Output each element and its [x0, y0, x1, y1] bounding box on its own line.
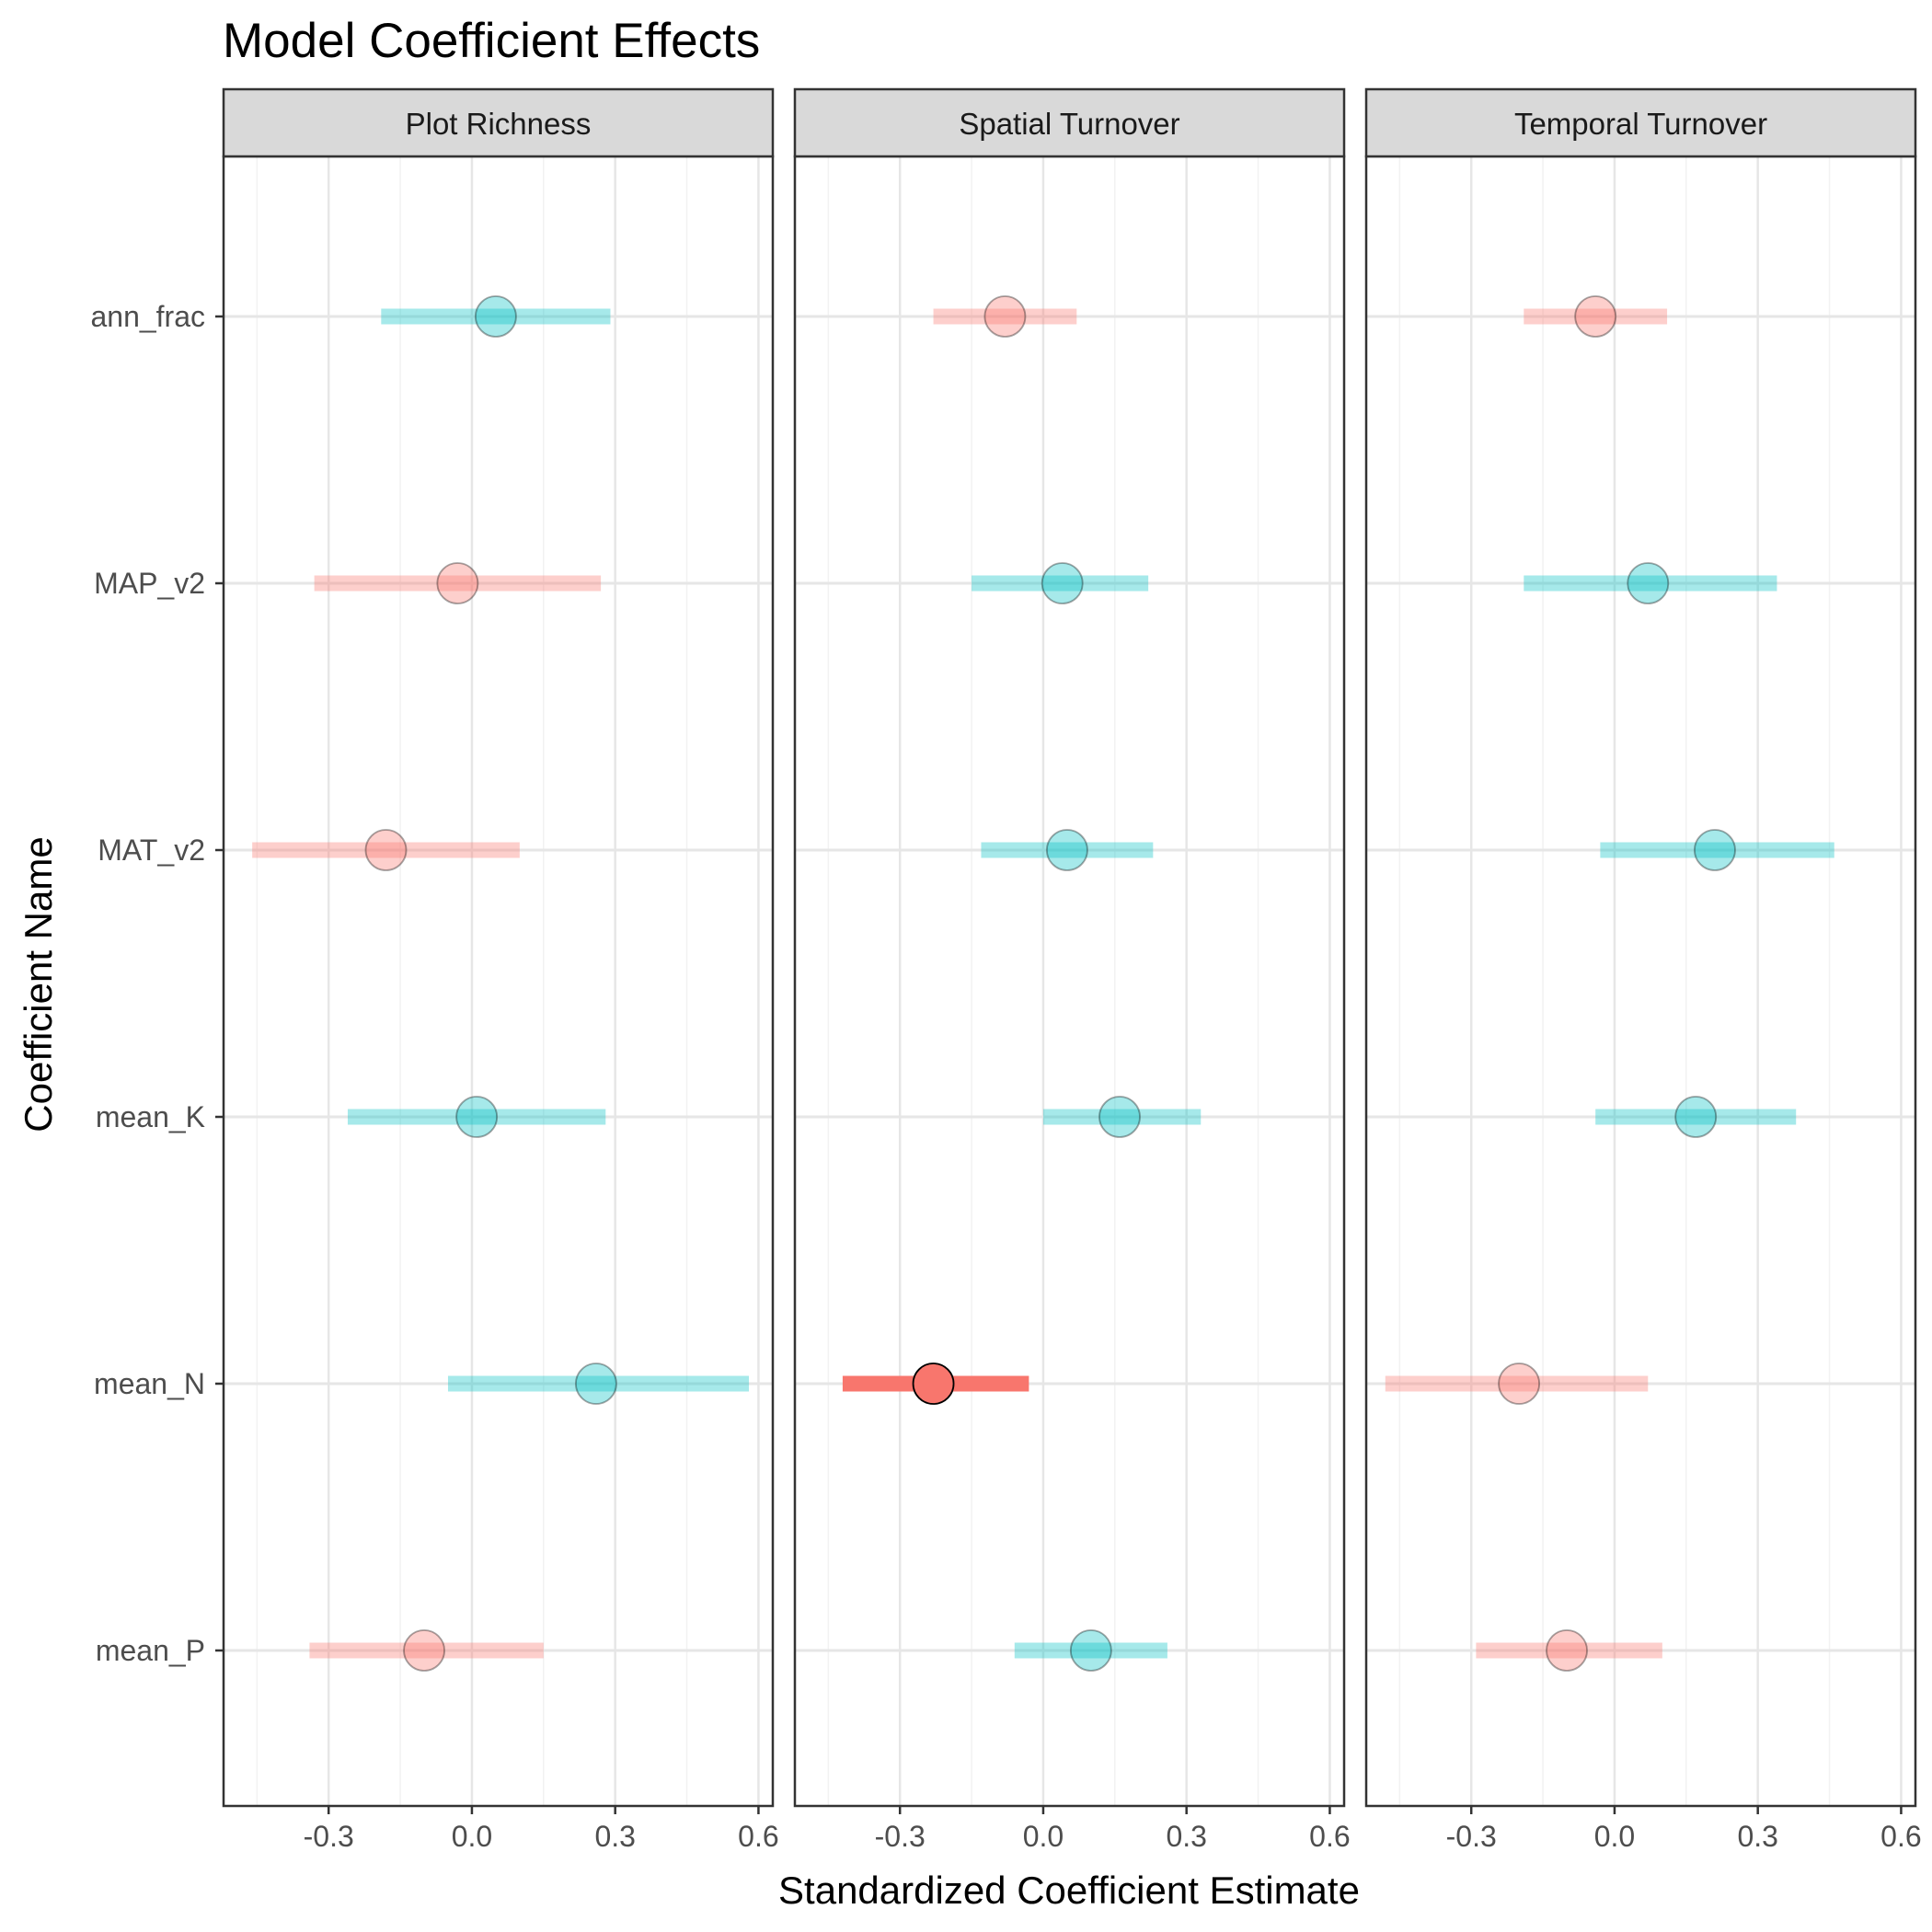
estimate-point-mean_P — [1546, 1629, 1588, 1672]
x-axis-title: Standardized Coefficient Estimate — [778, 1869, 1360, 1912]
facet-strip-label: Plot Richness — [406, 107, 592, 141]
estimate-point-mean_K — [1674, 1096, 1718, 1138]
x-tick-label: 0.3 — [1737, 1820, 1777, 1853]
panel-background — [1366, 156, 1915, 1806]
chart-title: Model Coefficient Effects — [223, 14, 760, 68]
y-tick-label-MAP_v2: MAP_v2 — [94, 567, 205, 600]
x-tick-label: -0.3 — [1446, 1820, 1497, 1853]
estimate-point-mean_P — [403, 1629, 445, 1672]
x-tick-label: 0.0 — [1023, 1820, 1064, 1853]
estimate-point-ann_frac — [1574, 295, 1617, 338]
facet-strip — [1364, 87, 1917, 158]
panel-spatial-turnover: Spatial Turnover -0.3 0.0 0.3 0.6 — [793, 87, 1351, 1853]
estimate-point-mean_K — [455, 1096, 499, 1138]
estimate-point-MAP_v2 — [436, 562, 479, 604]
estimate-point-mean_N — [912, 1363, 955, 1405]
panel-background — [795, 156, 1344, 1806]
estimate-point-MAP_v2 — [1041, 562, 1084, 604]
y-axis-title: Coefficient Name — [17, 836, 60, 1132]
y-tick-label-mean_P: mean_P — [96, 1634, 205, 1667]
x-tick-label: -0.3 — [875, 1820, 926, 1853]
y-axis: ann_frac MAP_v2 MAT_v2 mean_K mean_N mean_P — [90, 300, 224, 1667]
x-tick-label: 0.0 — [1594, 1820, 1635, 1853]
facet-strip-label: Spatial Turnover — [959, 107, 1179, 141]
y-tick-label-ann_frac: ann_frac — [90, 300, 205, 333]
estimate-point-mean_K — [1098, 1096, 1141, 1138]
panel-temporal-turnover: Temporal Turnover -0.3 0.0 0.3 0.6 — [1364, 87, 1922, 1853]
facet-strip-label: Temporal Turnover — [1514, 107, 1767, 141]
estimate-point-MAP_v2 — [1627, 562, 1670, 604]
y-tick-label-mean_K: mean_K — [96, 1100, 205, 1133]
facet-strip — [222, 87, 775, 158]
estimate-point-mean_N — [575, 1363, 617, 1405]
x-tick-label: -0.3 — [304, 1820, 354, 1853]
x-tick-label: 0.3 — [1166, 1820, 1206, 1853]
estimate-point-MAT_v2 — [364, 829, 408, 871]
x-tick-label: 0.6 — [1309, 1820, 1350, 1853]
estimate-point-mean_P — [1069, 1629, 1112, 1672]
x-tick-label: 0.6 — [738, 1820, 778, 1853]
x-tick-label: 0.3 — [594, 1820, 635, 1853]
estimate-point-ann_frac — [475, 295, 517, 338]
estimate-point-MAT_v2 — [1694, 829, 1736, 871]
x-tick-label: 0.0 — [452, 1820, 492, 1853]
panel-plot-richness: Plot Richness -0.3 0.0 0.3 0.6 — [222, 87, 779, 1853]
estimate-point-MAT_v2 — [1046, 829, 1088, 871]
estimate-point-mean_N — [1498, 1363, 1541, 1405]
estimate-point-ann_frac — [983, 295, 1027, 338]
y-tick-label-MAT_v2: MAT_v2 — [98, 834, 205, 867]
x-tick-label: 0.6 — [1880, 1820, 1921, 1853]
facet-strip — [793, 87, 1346, 158]
panel-background — [224, 156, 773, 1806]
y-tick-label-mean_N: mean_N — [94, 1367, 205, 1400]
